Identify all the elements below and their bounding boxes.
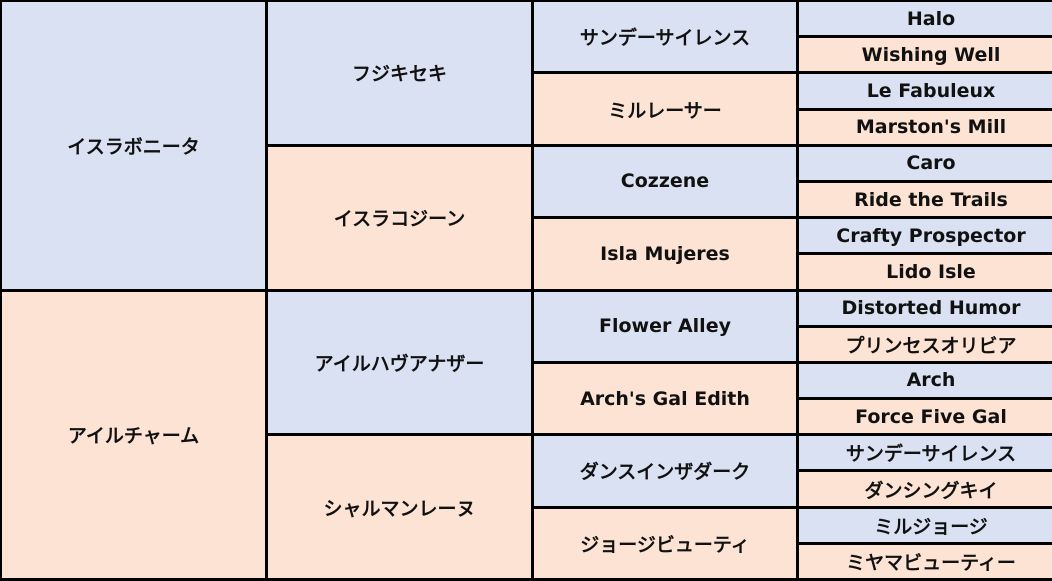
pedigree-cell-gen3: ダンスインザダーク: [534, 436, 796, 506]
pedigree-cell-gen4: Force Five Gal: [799, 400, 1052, 434]
pedigree-cell-gen3: Isla Mujeres: [534, 219, 796, 289]
pedigree-cell-gen3: Flower Alley: [534, 291, 796, 361]
pedigree-cell-gen4: Caro: [799, 146, 1052, 180]
pedigree-cell-gen4: Marston's Mill: [799, 110, 1052, 144]
pedigree-cell-gen4: Distorted Humor: [799, 291, 1052, 325]
pedigree-cell-gen3: ジョージビューティ: [534, 508, 796, 578]
pedigree-cell-gen4: ミルジョージ: [799, 508, 1052, 542]
pedigree-cell-gen4: Ride the Trails: [799, 182, 1052, 217]
pedigree-cell-gen4: ダンシングキイ: [799, 472, 1052, 506]
pedigree-cell-gen4: Wishing Well: [799, 38, 1052, 72]
pedigree-cell-gen4: Le Fabuleux: [799, 74, 1052, 108]
pedigree-cell-gen4: プリンセスオリビア: [799, 327, 1052, 361]
pedigree-cell-gen4: ミヤマビューティー: [799, 544, 1052, 578]
pedigree-cell-gen4: Crafty Prospector: [799, 219, 1052, 253]
pedigree-cell-gen4: Arch: [799, 363, 1052, 398]
pedigree-cell-gen3: サンデーサイレンス: [534, 2, 796, 72]
pedigree-cell-gen2: イスラコジーン: [268, 146, 531, 289]
pedigree-cell-gen2: フジキセキ: [268, 2, 531, 144]
pedigree-cell-gen1: イスラボニータ: [2, 2, 265, 289]
pedigree-cell-gen2: アイルハヴアナザー: [268, 291, 531, 434]
pedigree-cell-gen3: ミルレーサー: [534, 74, 796, 144]
pedigree-cell-gen4: Halo: [799, 2, 1052, 36]
pedigree-cell-gen1: アイルチャーム: [2, 291, 265, 578]
pedigree-cell-gen4: Lido Isle: [799, 255, 1052, 289]
pedigree-cell-gen3: Cozzene: [534, 146, 796, 217]
pedigree-cell-gen3: Arch's Gal Edith: [534, 363, 796, 434]
pedigree-cell-gen4: サンデーサイレンス: [799, 436, 1052, 470]
pedigree-cell-gen2: シャルマンレーヌ: [268, 436, 531, 578]
